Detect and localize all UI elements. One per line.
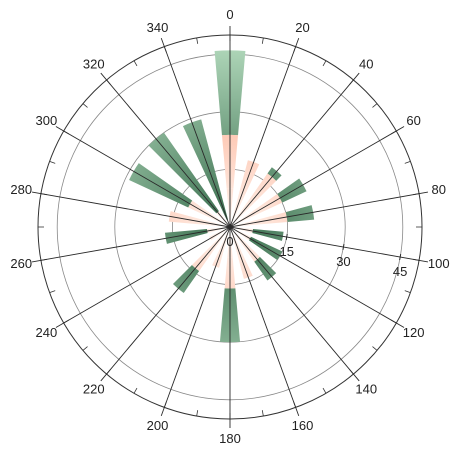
bar-segment-series-3-angle-100: [252, 229, 284, 241]
angle-tick-label: 80: [432, 182, 446, 197]
bar-segment-series-2-angle-80: [237, 212, 288, 227]
bar-segment-series-1-angle-20: [230, 193, 245, 227]
spoke-340: [160, 37, 231, 228]
spoke-80: [229, 191, 429, 228]
angle-tick-label: 200: [147, 418, 169, 433]
bar-segment-series-2-angle-280: [168, 211, 230, 227]
angle-tick-label: 140: [355, 381, 377, 396]
spoke-260: [31, 226, 231, 263]
spoke-160: [229, 226, 300, 417]
radial-tick-label: 0: [226, 234, 233, 249]
radial-tick-mark: [228, 223, 232, 231]
axis-labels: 0 20 40 60 80 100 120 140 160 180 200 220 240 260 280 3…: [10, 7, 449, 446]
angle-tick-mark: [196, 410, 199, 417]
radial-tick-mark: [399, 253, 402, 261]
bar-segment-series-3-angle-80: [285, 205, 315, 222]
angle-tick-mark: [133, 60, 138, 67]
spoke-120: [229, 226, 405, 328]
angle-tick-label: 100: [428, 256, 450, 271]
bar-segment-series-3-angle-60: [277, 178, 307, 203]
spoke-20: [229, 37, 300, 228]
angle-tick-label: 20: [295, 20, 309, 35]
radial-tick-label: 45: [393, 264, 407, 279]
angle-tick-label: 300: [36, 113, 58, 128]
angle-tick-mark: [49, 290, 56, 294]
angle-tick-mark: [82, 346, 88, 351]
spoke-140: [229, 226, 360, 382]
radial-tick-mark: [285, 233, 288, 241]
bar-segments: [129, 50, 315, 343]
spoke-300: [55, 126, 231, 228]
angle-tick-label: 320: [83, 57, 105, 72]
bar-segment-series-2-angle-20: [238, 160, 260, 196]
bar-segment-series-3-angle-340: [182, 119, 229, 221]
bar-segment-series-3-angle-260: [164, 229, 208, 244]
spoke-220: [100, 226, 231, 382]
angle-tick-mark: [372, 103, 378, 108]
spoke-200: [160, 226, 231, 417]
radial-tick-label: 15: [279, 244, 293, 259]
angle-tick-mark: [372, 346, 378, 351]
angle-tick-mark: [261, 410, 264, 417]
angle-tick-mark: [49, 160, 56, 164]
radial-tick-mark: [342, 243, 345, 251]
angle-tick-label: 0: [226, 7, 233, 22]
angle-tick-label: 260: [10, 256, 32, 271]
angle-tick-label: 160: [292, 418, 314, 433]
angle-tick-mark: [322, 60, 327, 67]
radial-tick-label: 30: [336, 254, 350, 269]
angle-tick-mark: [196, 37, 199, 44]
spoke-60: [229, 126, 405, 228]
angle-tick-mark: [261, 37, 264, 44]
bar-segment-series-2-angle-300: [188, 200, 230, 227]
bar-segment-series-2-angle-200: [212, 247, 225, 268]
angle-tick-mark: [82, 103, 88, 108]
spoke-280: [31, 191, 231, 228]
angle-spokes: [31, 26, 429, 428]
angle-tick-mark: [322, 387, 327, 394]
angle-tick-label: 280: [10, 182, 32, 197]
spoke-240: [55, 226, 231, 328]
spoke-100: [229, 226, 429, 263]
spoke-320: [100, 72, 231, 228]
angle-tick-mark: [133, 387, 138, 394]
angle-tick-mark: [404, 290, 411, 294]
angle-tick-label: 60: [406, 113, 420, 128]
angle-tick-label: 220: [83, 381, 105, 396]
angle-tick-label: 40: [359, 57, 373, 72]
spoke-40: [229, 72, 360, 228]
angle-tick-mark: [404, 160, 411, 164]
angle-tick-label: 240: [36, 325, 58, 340]
angle-tick-label: 180: [219, 431, 241, 446]
angle-tick-label: 340: [147, 20, 169, 35]
angle-tick-label: 120: [403, 325, 425, 340]
bar-segment-series-2-angle-260: [207, 227, 230, 233]
